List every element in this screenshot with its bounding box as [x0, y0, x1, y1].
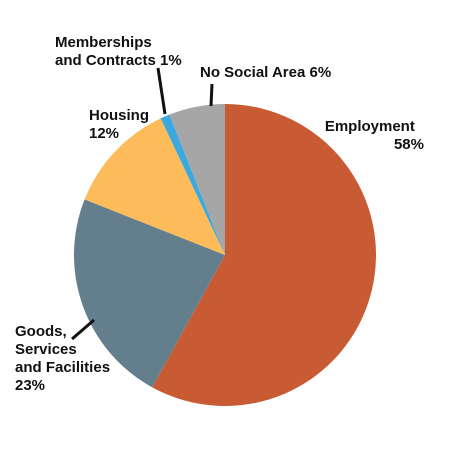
pie-slice-goods-services-and-facilities: [73, 199, 226, 388]
label-memberships-line2: and Contracts 1%: [55, 52, 182, 69]
leader-line-memberships: [156, 67, 167, 115]
label-goods: Goods, Services and Facilities 23%: [15, 323, 114, 394]
label-housing-value: 12%: [89, 125, 119, 142]
label-housing: Housing 12%: [89, 107, 153, 142]
label-goods-line1: Goods,: [15, 323, 67, 340]
pie-slice-employment: [152, 104, 377, 406]
label-memberships: Memberships and Contracts 1%: [55, 34, 182, 69]
label-employment: Employment 58%: [325, 118, 424, 153]
pie-slice-memberships-and-contracts: [160, 114, 225, 255]
leader-line-no-social: [209, 83, 214, 107]
leader-line-goods: [71, 318, 95, 341]
label-employment-value: 58%: [394, 136, 424, 153]
pie-slice-no-social-area: [169, 104, 225, 255]
label-housing-name: Housing: [89, 107, 149, 124]
label-goods-value: 23%: [15, 377, 45, 394]
label-goods-line2: Services: [15, 341, 77, 358]
slice-labels: Employment 58% Goods, Services and Facil…: [15, 34, 424, 394]
pie-slice-housing: [84, 118, 225, 256]
label-memberships-line1: Memberships: [55, 34, 152, 51]
label-goods-line3: and Facilities: [15, 359, 110, 376]
label-employment-name: Employment: [325, 118, 415, 135]
label-no-social-area: No Social Area 6%: [200, 64, 331, 81]
label-no-social-area-text: No Social Area 6%: [200, 64, 331, 81]
pie-slices: [73, 104, 377, 406]
leader-lines: [71, 67, 214, 341]
